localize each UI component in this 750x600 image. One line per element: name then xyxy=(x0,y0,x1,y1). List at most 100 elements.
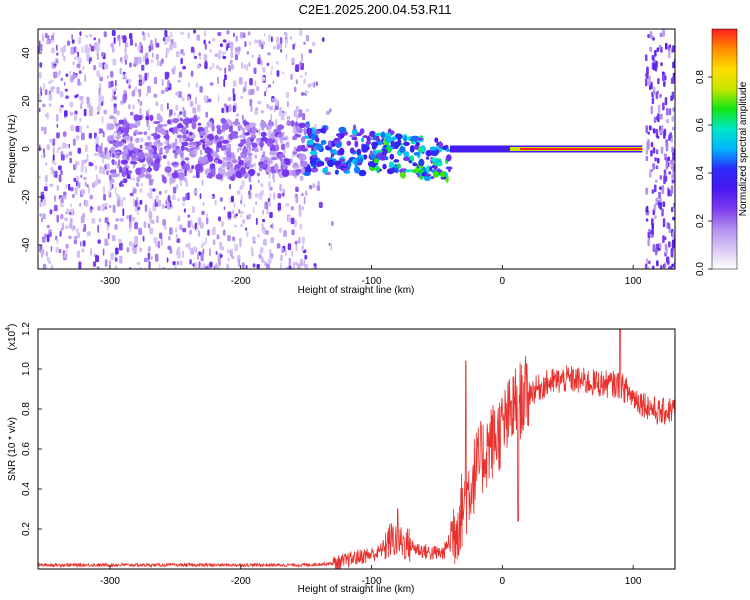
spectrogram-cell xyxy=(276,133,284,138)
svg-text:(x104): (x104) xyxy=(5,324,18,351)
spectrogram-cell xyxy=(239,185,244,190)
spectrogram-cell xyxy=(179,117,184,122)
spectrogram-cell xyxy=(81,189,85,196)
spectrogram-cell xyxy=(61,144,66,149)
spectrogram-cell xyxy=(303,41,306,45)
spectrogram-cell xyxy=(130,177,132,181)
spectrogram-cell xyxy=(282,163,288,171)
spectrogram-cell xyxy=(241,262,245,269)
spectrogram-cell xyxy=(670,207,674,213)
spectrogram-cell xyxy=(660,125,664,133)
spectrogram-cell xyxy=(57,146,62,150)
spectrogram-cell xyxy=(218,52,221,60)
spectrogram-cell xyxy=(223,106,226,114)
spectrogram-cell xyxy=(302,161,308,168)
spectrogram-cell xyxy=(126,79,129,84)
spectrogram-cell xyxy=(256,264,260,269)
spectrogram-cell xyxy=(217,94,220,103)
spectrogram-cell xyxy=(676,203,679,206)
spectrogram-cell xyxy=(205,236,207,245)
spectrogram-cell xyxy=(648,231,651,239)
spectrogram-cell xyxy=(178,172,186,178)
spectrogram-cell xyxy=(412,162,418,167)
spectrogram-cell xyxy=(161,203,164,209)
spectrogram-cell xyxy=(140,137,144,143)
spectrogram-cell xyxy=(169,227,173,235)
y-tick-label: 0.4 xyxy=(21,482,32,496)
spectrogram-cell xyxy=(65,211,69,215)
spectrogram-cell xyxy=(222,39,227,43)
spectrogram-cell xyxy=(50,39,55,43)
snr-y-label: SNR (10 * v/v) xyxy=(7,417,18,481)
spectrogram-cell xyxy=(211,123,215,132)
spectrogram-cell xyxy=(182,227,187,233)
spectrogram-cell xyxy=(42,263,47,269)
spectrogram-cell xyxy=(150,59,154,63)
spectrogram-cell xyxy=(209,66,212,71)
spectrogram-cell xyxy=(98,87,101,96)
spectrogram-cell xyxy=(254,154,257,159)
spectrogram-cell xyxy=(111,88,114,97)
spectrogram-cell xyxy=(301,236,306,242)
spectrogram-cell xyxy=(229,183,231,190)
spectrogram-cell xyxy=(657,78,660,85)
spectrogram-cell xyxy=(664,243,668,251)
spectrogram-cell xyxy=(668,108,672,116)
spectrogram-cell xyxy=(115,218,120,222)
spectrogram-cell xyxy=(111,183,114,189)
spectrogram-cell xyxy=(252,263,256,268)
spectrogram-cell xyxy=(267,52,271,56)
spectrogram-cell xyxy=(287,215,291,222)
spectrogram-cell xyxy=(676,131,679,138)
spectrogram-cell xyxy=(75,228,79,234)
spectrogram-cell xyxy=(334,169,339,175)
spectrogram-cell xyxy=(113,91,116,95)
spectrogram-cell xyxy=(96,70,100,77)
spectrogram-cell xyxy=(215,251,218,255)
spectrogram-cell xyxy=(165,87,169,92)
spectrogram-cell xyxy=(285,141,290,149)
spectrogram-cell xyxy=(176,238,181,243)
spectrogram-cell xyxy=(647,81,651,86)
spectrogram-cell xyxy=(268,34,271,42)
spectrogram-cell xyxy=(95,136,99,144)
spectrogram-cell xyxy=(147,223,151,229)
spectrogram-cell xyxy=(164,30,168,38)
spectrogram-cell xyxy=(55,246,60,254)
spectrogram-cell xyxy=(655,243,659,249)
spectrogram-cell xyxy=(154,253,159,262)
spectrogram-cell xyxy=(166,35,171,42)
spectrogram-cell xyxy=(267,84,272,88)
spectrogram-cell xyxy=(279,227,282,233)
spectrogram-cell xyxy=(256,40,260,44)
spectrogram-cell xyxy=(44,89,48,96)
spectrogram-cell xyxy=(675,232,678,237)
spectrogram-cell xyxy=(226,45,228,51)
spectrogram-cell xyxy=(97,239,101,244)
spectrogram-cell xyxy=(215,263,219,269)
spectrogram-cell xyxy=(52,208,54,215)
spectrogram-cell xyxy=(131,152,137,160)
spectrogram-cell xyxy=(98,145,103,154)
spectrogram-cell xyxy=(73,56,77,60)
spectrogram-cell xyxy=(76,161,80,166)
spectrogram-cell xyxy=(109,147,116,153)
spectrogram-cell xyxy=(295,244,298,252)
spectrogram-cell xyxy=(664,97,668,106)
spectrogram-cell xyxy=(175,233,179,240)
spectrogram-cell xyxy=(275,139,278,146)
spectrogram-cell xyxy=(42,213,46,220)
spectrogram-cell xyxy=(220,197,223,202)
spectrogram-cell xyxy=(262,41,266,45)
spectrogram-cell xyxy=(412,169,416,173)
spectrogram-cell xyxy=(169,109,173,116)
spectrogram-cell xyxy=(132,89,136,97)
spectrogram-cell xyxy=(248,41,251,46)
spectrogram-cell xyxy=(228,64,231,72)
spectrogram-cell xyxy=(108,140,115,144)
spectrogram-cell xyxy=(418,158,425,167)
spectrogram-cell xyxy=(135,137,140,144)
spectrogram-cell xyxy=(183,110,187,118)
spectrogram-cell xyxy=(295,261,298,266)
spectrogram-cell xyxy=(250,88,255,95)
